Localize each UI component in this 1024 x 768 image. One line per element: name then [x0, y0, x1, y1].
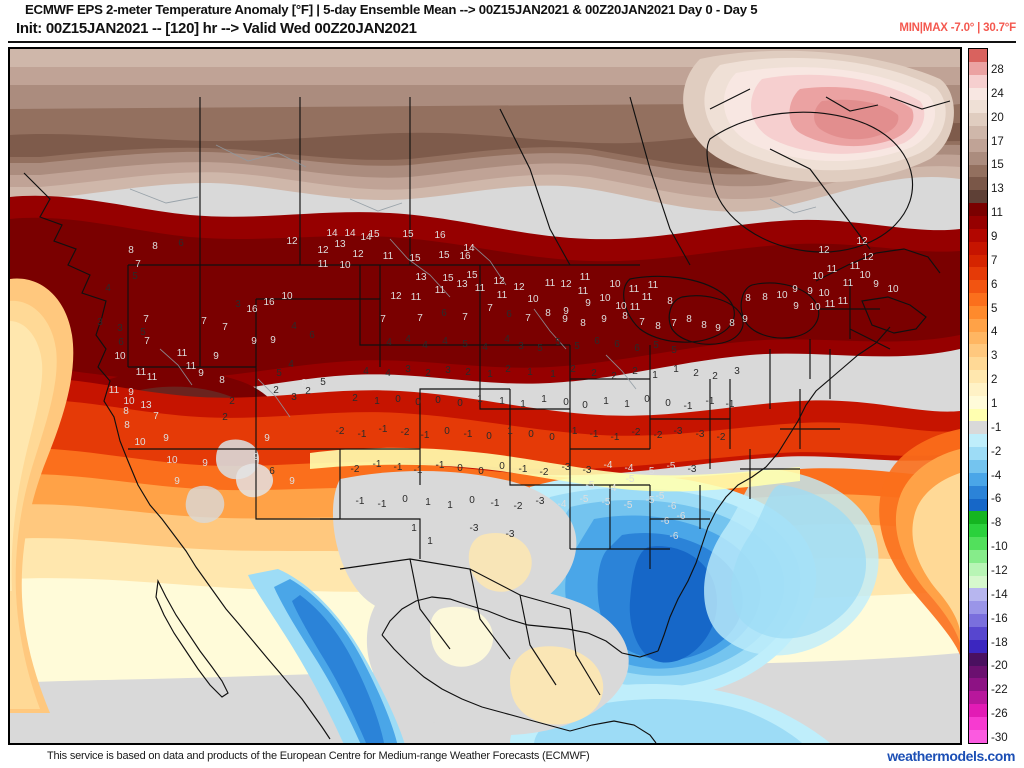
colorbar-tick: -14 — [991, 588, 1008, 601]
colorbar-segment — [969, 113, 987, 127]
colorbar-tick: -26 — [991, 708, 1008, 721]
colorbar-segment — [969, 126, 987, 139]
footer: This service is based on data and produc… — [0, 746, 1024, 768]
coastlines-and-borders — [23, 88, 951, 743]
page-title: ECMWF EPS 2-meter Temperature Anomaly [°… — [25, 2, 758, 17]
colorbar-segment — [969, 614, 987, 627]
colorbar-tick-labels: 28 24 20 17 15 13 11 9 7 6 5 4 3 2 1 -1 -2 -4 -6 -8 -10 -12 -1… — [991, 48, 1024, 744]
colorbar-tick: -2 — [991, 445, 1002, 458]
colorbar-segment — [969, 190, 987, 204]
colorbar-segment — [969, 177, 987, 191]
colorbar-segment — [969, 549, 987, 563]
colorbar-segment — [969, 254, 987, 268]
colorbar-segment — [969, 421, 987, 435]
colorbar-segment — [969, 267, 987, 281]
colorbar-segment — [969, 382, 987, 396]
colorbar-tick: -20 — [991, 660, 1008, 673]
footer-brand[interactable]: weathermodels.com — [887, 748, 1015, 764]
header: ECMWF EPS 2-meter Temperature Anomaly [°… — [0, 0, 1024, 43]
colorbar-segment — [969, 665, 987, 679]
colorbar-segment — [969, 691, 987, 705]
colorbar-tick: 24 — [991, 87, 1004, 100]
hydrography — [129, 144, 817, 418]
colorbar-tick: 13 — [991, 183, 1004, 196]
colorbar-tick: 20 — [991, 111, 1004, 124]
colorbar-tick: -18 — [991, 636, 1008, 649]
footer-disclaimer: This service is based on data and produc… — [47, 750, 590, 762]
colorbar-segment — [969, 49, 987, 62]
colorbar-tick: 15 — [991, 159, 1004, 172]
colorbar-tick: -10 — [991, 541, 1008, 554]
anomaly-field — [10, 49, 960, 743]
colorbar-segment — [969, 228, 987, 242]
colorbar-tick: 1 — [991, 398, 998, 410]
colorbar[interactable] — [968, 48, 988, 744]
colorbar-tick: 4 — [991, 326, 998, 339]
colorbar-tick: 7 — [991, 254, 998, 267]
colorbar-segment — [969, 357, 987, 371]
colorbar-segment — [969, 472, 987, 486]
map-panel[interactable]: 8 8 6 7 5 4 3 3 6 7 5 7 10 11 11 11 11 9 9 8 11 9 10 8 8 13 7 10 9 10… — [8, 47, 962, 745]
colorbar-segment — [969, 729, 987, 743]
colorbar-tick: 2 — [991, 374, 998, 387]
colorbar-segment — [969, 704, 987, 717]
colorbar-segment — [969, 318, 987, 332]
colorbar-segment — [969, 485, 987, 499]
colorbar-tick: -8 — [991, 517, 1002, 530]
colorbar-segment — [969, 434, 987, 448]
colorbar-tick: -16 — [991, 612, 1008, 625]
colorbar-segment — [969, 447, 987, 460]
colorbar-tick: 6 — [991, 278, 998, 291]
colorbar-segment — [969, 601, 987, 615]
colorbar-segment — [969, 151, 987, 165]
colorbar-tick: 28 — [991, 64, 1004, 76]
colorbar-segment — [969, 575, 987, 589]
colorbar-segment — [969, 241, 987, 255]
colorbar-tick: 9 — [991, 231, 998, 243]
colorbar-segment — [969, 626, 987, 640]
colorbar-tick: -6 — [991, 493, 1002, 506]
colorbar-segment — [969, 511, 987, 525]
colorbar-segment — [969, 280, 987, 294]
colorbar-segment — [969, 61, 987, 75]
colorbar-tick: 17 — [991, 135, 1004, 148]
header-divider — [8, 41, 1016, 43]
colorbar-segment — [969, 305, 987, 319]
colorbar-segment — [969, 588, 987, 602]
colorbar-tick: -22 — [991, 684, 1008, 697]
colorbar-tick: 5 — [991, 302, 998, 315]
map-canvas[interactable]: 8 8 6 7 5 4 3 3 6 7 5 7 10 11 11 11 11 9 9 8 11 9 10 8 8 13 7 10 9 10… — [10, 49, 960, 743]
colorbar-segment — [969, 678, 987, 692]
colorbar-segment — [969, 498, 987, 512]
colorbar-tick: 3 — [991, 350, 998, 363]
minmax-readout: MIN|MAX -7.0° | 30.7°F — [899, 22, 1016, 34]
colorbar-segment — [969, 639, 987, 653]
colorbar-segment — [969, 408, 987, 422]
colorbar-tick: 11 — [991, 207, 1003, 220]
colorbar-segment — [969, 203, 987, 216]
colorbar-segment — [969, 74, 987, 88]
colorbar-segment — [969, 215, 987, 229]
colorbar-segment — [969, 164, 987, 178]
colorbar-segment — [969, 331, 987, 345]
colorbar-tick: -4 — [991, 469, 1002, 482]
colorbar-tick: -30 — [991, 732, 1008, 744]
colorbar-segment — [969, 562, 987, 576]
colorbar-segment — [969, 293, 987, 306]
colorbar-segment — [969, 524, 987, 538]
colorbar-segment — [969, 344, 987, 358]
colorbar-segment — [969, 537, 987, 550]
colorbar-segment — [969, 100, 987, 114]
colorbar-segment — [969, 460, 987, 473]
colorbar-segment — [969, 370, 987, 383]
colorbar-segment — [969, 395, 987, 409]
colorbar-tick: -12 — [991, 565, 1008, 577]
colorbar-segment — [969, 138, 987, 152]
colorbar-segment — [969, 716, 987, 730]
colorbar-segment — [969, 87, 987, 101]
colorbar-tick: -1 — [991, 421, 1002, 434]
init-valid-line: Init: 00Z15JAN2021 -- [120] hr --> Valid… — [16, 20, 417, 37]
colorbar-segment — [969, 652, 987, 666]
